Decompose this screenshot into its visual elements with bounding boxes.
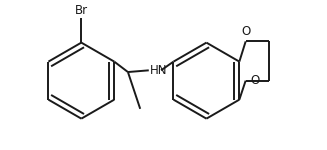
- Text: Br: Br: [75, 4, 88, 17]
- Text: HN: HN: [150, 64, 167, 77]
- Text: O: O: [250, 74, 260, 87]
- Text: O: O: [241, 26, 250, 38]
